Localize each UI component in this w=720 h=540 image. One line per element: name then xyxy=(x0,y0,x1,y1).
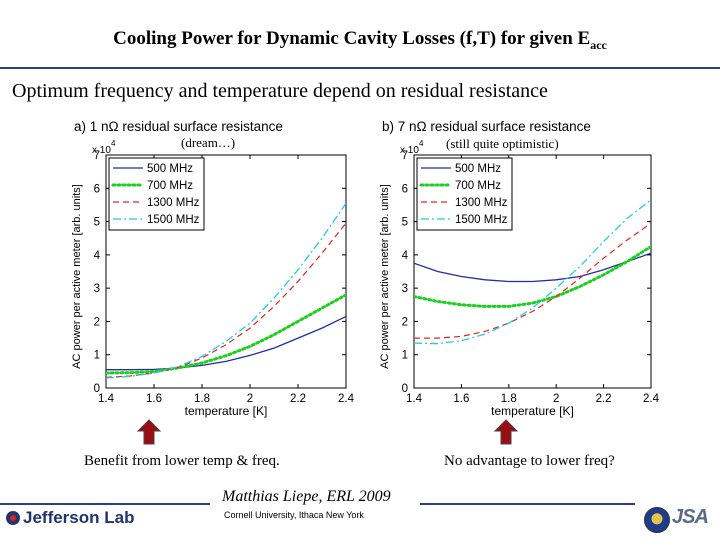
chart-b-ytick-label-7: 7 xyxy=(402,150,408,162)
author-affiliation: Cornell University, Ithaca New York xyxy=(224,510,364,520)
jefferson-lab-icon xyxy=(6,511,20,525)
chart-a-xtick-label-2: 1.8 xyxy=(194,393,210,405)
chart-a-series-line-1 xyxy=(106,293,346,375)
chart-b-series-group xyxy=(414,199,651,345)
chart-b-title: b) 7 nΩ residual surface resistance xyxy=(382,119,591,134)
chart-b-ytick-label-2: 2 xyxy=(402,316,408,328)
chart-b-xlabel: temperature [K] xyxy=(491,404,574,418)
chart-b-y-multiplier: x 10 xyxy=(400,145,419,156)
slide-title-subscript: acc xyxy=(590,37,607,52)
chart-a-series-group xyxy=(106,202,346,379)
chart-b-y-exponent: 4 xyxy=(419,139,424,148)
chart-a-legend-box xyxy=(108,157,205,231)
slide-title: Cooling Power for Dynamic Cavity Losses … xyxy=(0,28,720,53)
chart-a-ytick-label-7: 7 xyxy=(94,150,100,162)
chart-b-xtick-label-2: 1.8 xyxy=(501,393,517,405)
chart-a-ytick-label-6: 6 xyxy=(94,183,100,195)
chart-a-xtick-label-3: 2 xyxy=(247,393,253,405)
chart-a-y-multiplier: x 10 xyxy=(92,145,111,156)
author-name: Matthias Liepe, ERL 2009 xyxy=(222,488,391,505)
chart-a-ytick-label-2: 2 xyxy=(94,316,100,328)
chart-b-ytick-label-1: 1 xyxy=(402,350,408,362)
chart-b-arrow-shape xyxy=(493,419,519,445)
chart-a-series-line-2 xyxy=(106,222,346,378)
chart-b-xtick-label-4: 2.2 xyxy=(596,393,612,405)
chart-b-legend-label-2: 1300 MHz xyxy=(455,197,508,209)
chart-b-legend-label-1: 700 MHz xyxy=(455,180,501,192)
chart-a-ytick-label-0: 0 xyxy=(94,383,100,395)
chart-b-xtick-label-5: 2.4 xyxy=(643,393,660,405)
chart-b-ytick-label-6: 6 xyxy=(402,183,408,195)
chart-a-ytick-label-5: 5 xyxy=(94,217,100,229)
chart-a-arrow-shape xyxy=(136,419,162,445)
chart-a-ylabel: AC power per active meter [arb. units] xyxy=(71,184,83,369)
chart-a-ytick-label-3: 3 xyxy=(94,283,100,295)
title-divider xyxy=(0,67,720,69)
chart-b-ytick-label-4: 4 xyxy=(402,250,409,262)
chart-b-legend-label-0: 500 MHz xyxy=(455,163,501,175)
footer-divider-right xyxy=(420,503,635,505)
chart-b-note: (still quite optimistic) xyxy=(446,136,559,151)
chart-a-legend-label-0: 500 MHz xyxy=(147,163,193,175)
chart-a-arrow xyxy=(136,419,162,445)
chart-b-caption: No advantage to lower freq? xyxy=(444,453,615,469)
jefferson-lab-logo: Jefferson Lab xyxy=(6,508,134,528)
chart-b-legend-label-3: 1500 MHz xyxy=(455,214,508,226)
chart-a-ytick-label-4: 4 xyxy=(94,250,101,262)
jsa-logo: JSA xyxy=(672,506,709,528)
footer-divider-left xyxy=(0,503,210,505)
chart-b-ytick-label-5: 5 xyxy=(402,217,408,229)
chart-a-xtick-label-1: 1.6 xyxy=(146,393,162,405)
chart-a-caption: Benefit from lower temp & freq. xyxy=(84,453,280,469)
chart-b-series-line-3 xyxy=(414,199,651,345)
chart-a-xlabel: temperature [K] xyxy=(185,404,268,418)
slide-title-text: Cooling Power for Dynamic Cavity Losses … xyxy=(113,28,591,49)
slide-subtitle: Optimum frequency and temperature depend… xyxy=(12,80,548,102)
chart-a-xtick-label-5: 2.4 xyxy=(338,393,355,405)
chart-a-series-line-3 xyxy=(106,202,346,379)
chart-a-ytick-label-1: 1 xyxy=(94,350,100,362)
chart-b-series-line-0 xyxy=(414,252,651,283)
chart-a-xtick-label-4: 2.2 xyxy=(290,393,306,405)
chart-b-ytick-label-0: 0 xyxy=(402,383,408,395)
doe-seal-icon xyxy=(644,507,670,533)
chart-b-series-line-1 xyxy=(414,245,651,308)
jefferson-lab-text: Jefferson Lab xyxy=(23,508,135,527)
chart-a-y-exponent: 4 xyxy=(111,139,116,148)
chart-a-title: a) 1 nΩ residual surface resistance xyxy=(74,119,283,134)
chart-b-arrow xyxy=(493,419,519,445)
chart-a-xtick-label-0: 1.4 xyxy=(98,393,115,405)
chart-b-xtick-label-3: 2 xyxy=(553,393,559,405)
chart-b-xtick-label-1: 1.6 xyxy=(453,393,469,405)
chart-b-ylabel: AC power per active meter [arb. units] xyxy=(379,184,391,369)
chart-a-legend-label-2: 1300 MHz xyxy=(147,197,200,209)
chart-b-legend-box xyxy=(416,157,513,231)
chart-a-series-line-0 xyxy=(106,315,346,371)
chart-a-legend-label-1: 700 MHz xyxy=(147,180,193,192)
chart-a-note: (dream…) xyxy=(181,135,236,150)
chart-b-xtick-label-0: 1.4 xyxy=(406,393,423,405)
chart-b-series-line-2 xyxy=(414,222,651,339)
chart-b-ytick-label-3: 3 xyxy=(402,283,408,295)
chart-a-legend-label-3: 1500 MHz xyxy=(147,214,200,226)
